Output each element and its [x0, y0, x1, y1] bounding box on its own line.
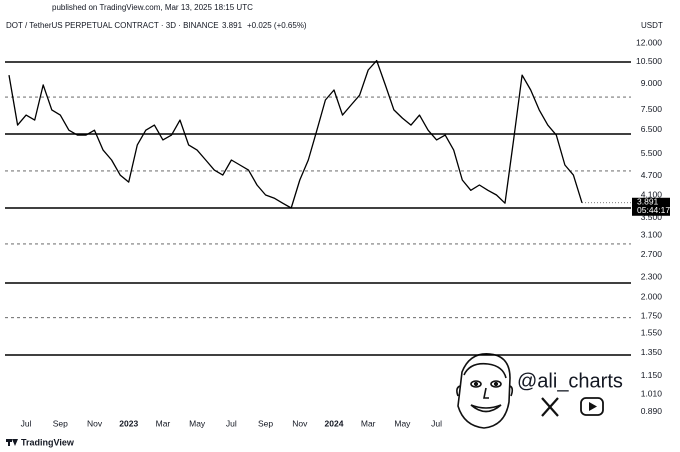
y-tick-label: 0.890 — [641, 406, 663, 416]
countdown-label: 05:44:17 — [637, 205, 670, 215]
y-tick-label: 6.500 — [641, 124, 663, 134]
youtube-icon — [580, 397, 604, 416]
y-tick-label: 1.350 — [641, 347, 663, 357]
x-tick-label: Sep — [53, 418, 68, 428]
y-tick-label: 1.150 — [641, 370, 663, 380]
header-change: +0.025 (+0.65%) — [247, 21, 307, 30]
y-tick-label: 3.100 — [641, 229, 663, 239]
y-tick-label: 1.010 — [641, 388, 663, 398]
y-tick-label: 9.000 — [641, 78, 663, 88]
x-tick-label: Mar — [156, 418, 171, 428]
symbol-title: DOT / TetherUS PERPETUAL CONTRACT · 3D ·… — [6, 21, 219, 30]
currency: USDT — [641, 21, 663, 30]
y-tick-label: 2.000 — [641, 291, 663, 301]
x-icon — [541, 397, 559, 417]
header-price: 3.891 — [222, 21, 243, 30]
y-tick-label: 2.700 — [641, 249, 663, 259]
x-tick-label: May — [189, 418, 206, 428]
watermark-handle: @ali_charts — [517, 370, 623, 392]
y-tick-label: 4.100 — [641, 190, 663, 200]
x-tick-label: Mar — [361, 418, 376, 428]
x-tick-label: Jul — [21, 418, 32, 428]
x-tick-label: Jul — [431, 418, 442, 428]
brand: TradingView — [21, 437, 75, 447]
y-tick-label: 5.500 — [641, 148, 663, 158]
x-tick-label: 2023 — [119, 418, 138, 428]
y-tick-label: 1.550 — [641, 328, 663, 338]
y-tick-label: 7.500 — [641, 104, 663, 114]
x-tick-label: Jul — [226, 418, 237, 428]
x-tick-label: 2024 — [325, 418, 344, 428]
y-tick-label: 1.750 — [641, 310, 663, 320]
last-price-label: 3.891 — [637, 197, 659, 207]
tradingview-logo — [6, 439, 18, 446]
x-tick-label: May — [394, 418, 411, 428]
watermark-face — [456, 353, 514, 429]
y-tick-label: 4.700 — [641, 170, 663, 180]
y-tick-label: 3.500 — [641, 212, 663, 222]
x-tick-label: Nov — [292, 418, 308, 428]
price-line — [8, 59, 583, 209]
last-price-tag — [632, 197, 670, 216]
x-tick-label: Sep — [258, 418, 273, 428]
x-tick-label: Nov — [87, 418, 103, 428]
y-tick-label: 10.500 — [636, 56, 662, 66]
y-tick-label: 12.000 — [636, 37, 662, 47]
published-note: published on TradingView.com, Mar 13, 20… — [52, 3, 253, 12]
y-tick-label: 2.300 — [641, 272, 663, 282]
